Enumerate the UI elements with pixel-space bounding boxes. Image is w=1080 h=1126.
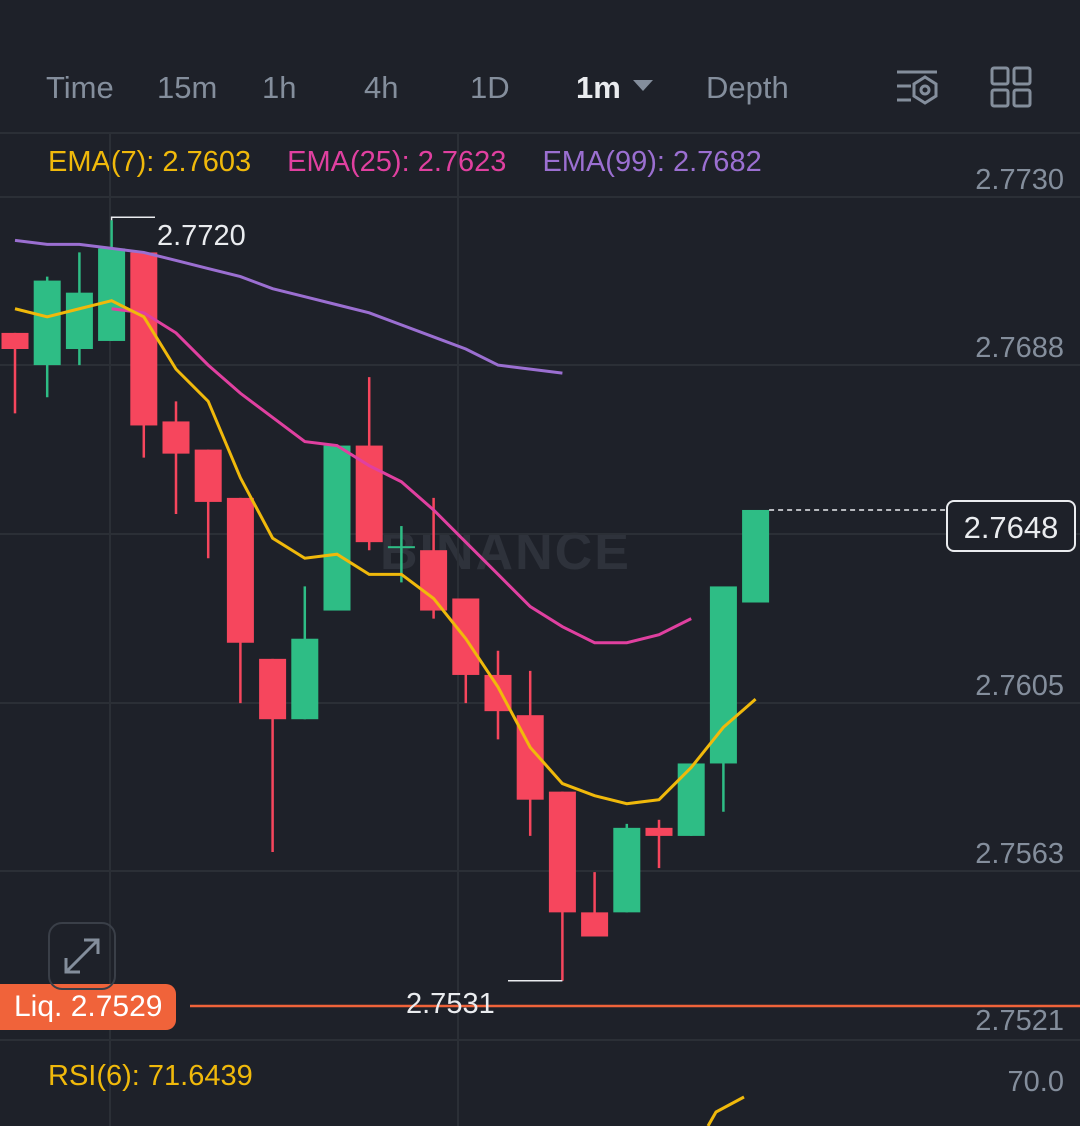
- rsi-line: [706, 1095, 745, 1126]
- price-tick-label: 2.7521: [975, 1005, 1064, 1037]
- tab-4h[interactable]: 4h: [364, 70, 399, 105]
- ema-legend: EMA(7): 2.7603 EMA(25): 2.7623 EMA(99): …: [48, 146, 790, 179]
- liquidation-price-tag[interactable]: Liq. 2.7529: [0, 984, 177, 1030]
- candle-body: [452, 598, 480, 675]
- candle-body: [581, 912, 609, 937]
- tab-depth[interactable]: Depth: [706, 70, 789, 105]
- candle-body: [259, 658, 287, 720]
- toolbar-divider: [0, 132, 1080, 134]
- tab-1d[interactable]: 1D: [470, 70, 510, 105]
- binance-watermark: BINANCE: [380, 523, 631, 581]
- tab-1m-label: 1m: [576, 70, 621, 105]
- tab-15m[interactable]: 15m: [157, 70, 218, 105]
- tab-1m[interactable]: 1m: [576, 70, 653, 106]
- candle-body: [355, 445, 383, 543]
- price-tick-label: 2.7563: [975, 838, 1064, 870]
- rsi-label: RSI(6): 71.6439: [48, 1060, 253, 1092]
- indicator-settings-icon[interactable]: [894, 64, 940, 110]
- ema25-line: [111, 307, 692, 645]
- candle-body: [98, 248, 126, 341]
- candle-body: [65, 292, 93, 350]
- candle-body: [130, 252, 158, 426]
- candle-body: [162, 421, 190, 454]
- tab-time[interactable]: Time: [46, 70, 114, 105]
- candle-body: [291, 638, 319, 720]
- tab-1h[interactable]: 1h: [262, 70, 297, 105]
- ema99-line: [14, 238, 563, 375]
- candle-body: [516, 715, 544, 800]
- candle-body: [226, 497, 254, 643]
- current-price-tag[interactable]: 2.7648: [946, 500, 1076, 552]
- candle-body: [323, 445, 351, 611]
- candle-body: [709, 586, 737, 764]
- high-price-marker: 2.7720: [157, 220, 246, 252]
- candle-body: [742, 509, 770, 603]
- candle-body: [548, 791, 576, 913]
- expand-chart-button[interactable]: [48, 922, 116, 990]
- high-marker-line: [110, 216, 155, 221]
- candle-body: [613, 827, 641, 913]
- price-tick-label: 2.7730: [975, 164, 1064, 196]
- ema7-label: EMA(7): 2.7603: [48, 146, 252, 178]
- candle-body: [1, 332, 29, 350]
- candle-body: [645, 827, 673, 836]
- candle-body: [33, 280, 61, 366]
- rsi-axis-label: 70.0: [1007, 1066, 1064, 1098]
- ema99-label: EMA(99): 2.7682: [542, 146, 762, 178]
- candle-body: [677, 763, 705, 836]
- ema25-label: EMA(25): 2.7623: [287, 146, 507, 178]
- chevron-down-icon: [632, 80, 653, 92]
- layout-grid-icon[interactable]: [988, 64, 1034, 110]
- price-tick-label: 2.7605: [975, 670, 1064, 702]
- expand-icon: [64, 938, 100, 974]
- low-price-marker: 2.7531: [406, 988, 495, 1020]
- candle-body: [194, 449, 222, 502]
- candle-body: [484, 674, 512, 712]
- price-tick-label: 2.7688: [975, 332, 1064, 364]
- timeframe-toolbar: Time 15m 1h 4h 1D 1m Depth: [0, 0, 1080, 132]
